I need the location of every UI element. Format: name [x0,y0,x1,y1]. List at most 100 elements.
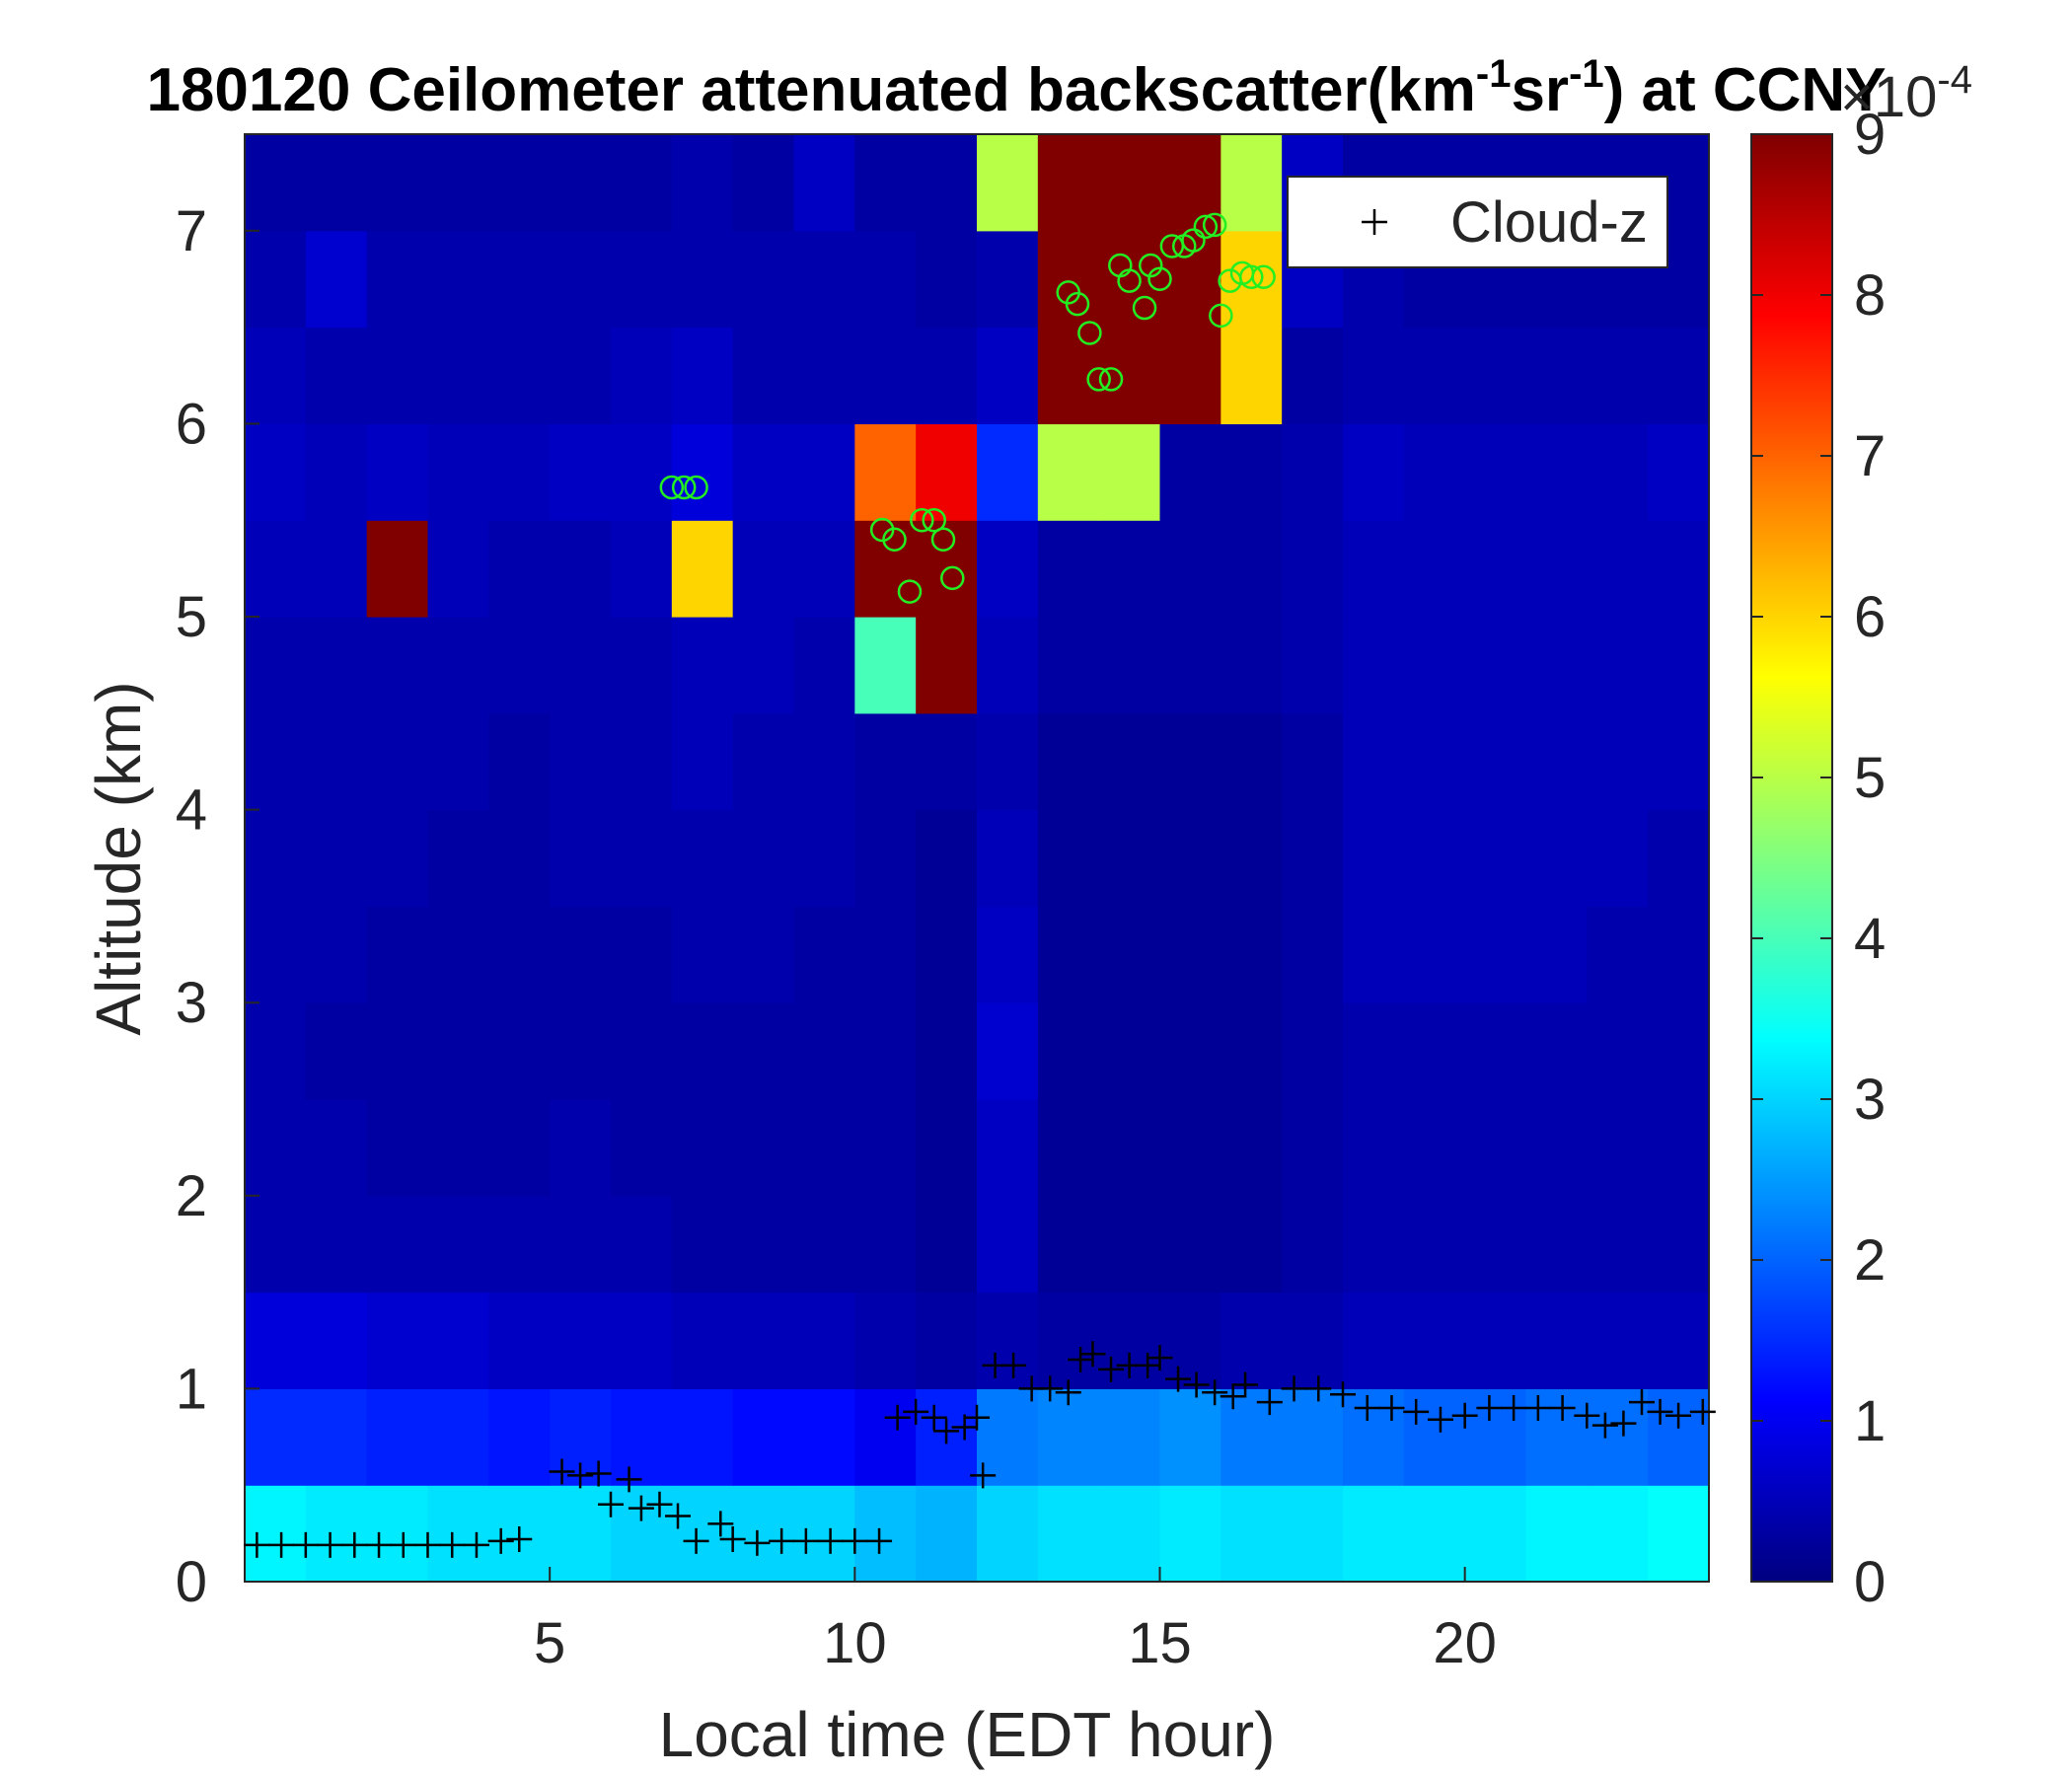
cloud-marker [366,1531,393,1558]
heatmap-cell [1648,1485,1710,1583]
heatmap-cell [793,1099,855,1197]
heatmap-cell [671,712,734,811]
heatmap-cell [488,906,551,1003]
cloud-marker [1147,1345,1173,1371]
heatmap-cell [1648,520,1710,618]
heatmap-cell [977,1292,1039,1389]
cloud-marker [1647,1398,1673,1425]
heatmap-cell [1464,617,1527,714]
heatmap-cell [366,906,429,1003]
heatmap-cell [671,1195,734,1294]
heatmap-cell [1343,617,1405,714]
cloud-marker [567,1462,594,1489]
heatmap-cell [916,809,978,907]
heatmap-cell [854,1485,917,1583]
heatmap-cell [550,809,612,907]
heatmap-cell [550,423,612,521]
heatmap-cell [1037,1195,1100,1294]
cloud-marker [1098,1356,1125,1382]
heatmap-cell [671,906,734,1003]
heatmap-cell [1159,1485,1221,1583]
heatmap-cell [1282,617,1344,714]
heatmap-cell [611,1002,673,1100]
heatmap-cell [1098,423,1161,521]
heatmap-cell [1464,423,1527,521]
heatmap-cell [1221,1099,1283,1197]
heatmap-cell [977,423,1039,521]
heatmap-cell [732,327,795,424]
heatmap-cell [1587,423,1649,521]
heatmap-cell [550,617,612,714]
heatmap-cell [1525,617,1588,714]
point-marker [922,507,946,533]
heatmap-cell [488,617,551,714]
heatmap-cell [854,617,917,714]
heatmap-cell [977,520,1039,618]
heatmap-cell [854,1195,917,1294]
heatmap-cell [1159,423,1221,521]
heatmap-cell [671,809,734,907]
heatmap-cell [1587,1099,1649,1197]
heatmap-cell [1464,327,1527,424]
heatmap-cell [1525,1388,1588,1486]
heatmap-cell [1403,1388,1466,1486]
cloud-marker [1037,1375,1064,1402]
colorbar-tick-label: 3 [1854,1068,1886,1132]
heatmap-cell [977,617,1039,714]
heatmap-cell [1464,1195,1527,1294]
heatmap-cell [793,809,855,907]
heatmap-cell [671,230,734,329]
cloud-marker [1476,1394,1503,1421]
heatmap-cell [1343,1002,1405,1100]
point-marker [1251,264,1276,289]
heatmap-cell [732,230,795,329]
heatmap-cell [245,230,307,329]
point-marker [1086,367,1111,392]
heatmap-cell [366,520,429,618]
heatmap-cell [427,327,489,424]
title-part: ) at CCNY [1604,56,1887,124]
cloud-marker [1524,1394,1551,1421]
heatmap-cell [1343,327,1405,424]
heatmap-cell [793,1388,855,1486]
heatmap-cell [1037,809,1100,907]
cloud-marker [1202,1379,1228,1406]
heatmap-cell [854,423,917,521]
heatmap-cell [488,809,551,907]
heatmap-cell [732,809,795,907]
heatmap-cell [1221,1388,1283,1486]
y-tick-label: 1 [176,1357,207,1421]
colorbar-exponent-part: ×10 [1840,65,1937,129]
heatmap-cell [1648,617,1710,714]
heatmap-cell [671,1099,734,1197]
cloud-marker [1305,1375,1332,1402]
heatmap-cell [1343,1099,1405,1197]
heatmap-cell [550,134,612,232]
cloud-marker [244,1531,270,1558]
heatmap-cell [611,134,673,232]
cloud-marker [903,1398,929,1425]
heatmap-cell [1403,617,1466,714]
heatmap-cell [1098,134,1161,232]
cloud-marker [1165,1366,1192,1392]
heatmap-cell [366,1099,429,1197]
heatmap-cell [488,712,551,811]
cloud-marker [390,1531,416,1558]
x-tick-label: 5 [534,1611,565,1675]
point-marker [1181,228,1206,253]
heatmap-cell [1587,712,1649,811]
heatmap-cell [1464,1099,1527,1197]
heatmap-cell [488,1292,551,1389]
colorbar-tick-label: 6 [1854,585,1886,649]
chart-title: 180120 Ceilometer attenuated backscatter… [146,52,1886,124]
heatmap-cell [916,617,978,714]
heatmap-cell [1403,1195,1466,1294]
heatmap-cell [1159,327,1221,424]
heatmap-cell [611,520,673,618]
cloud-marker [439,1531,466,1558]
cloud-marker [317,1531,343,1558]
heatmap-cell [427,520,489,618]
heatmap-cell [916,230,978,329]
heatmap-cell [1159,1099,1221,1197]
heatmap-cell [427,1099,489,1197]
